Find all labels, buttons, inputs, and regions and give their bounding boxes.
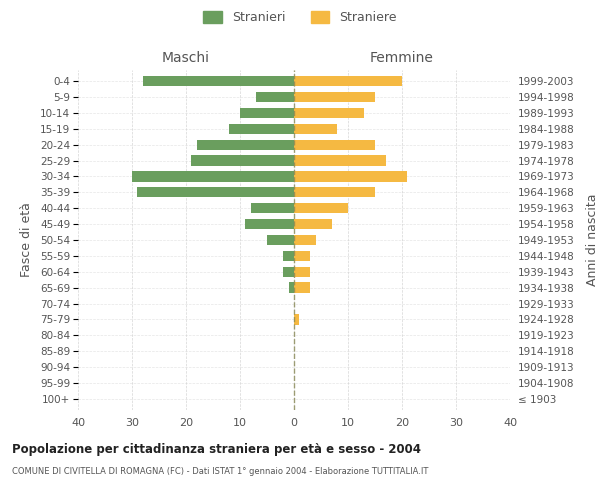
Bar (294, 172, 407, 181)
Text: Maschi: Maschi (162, 51, 210, 65)
Bar (294, 76, 402, 86)
Bar (283, 250, 294, 261)
Bar (229, 124, 294, 134)
Bar (245, 219, 294, 230)
Bar (294, 219, 332, 230)
Bar (294, 92, 375, 102)
Text: COMUNE DI CIVITELLA DI ROMAGNA (FC) - Dati ISTAT 1° gennaio 2004 - Elaborazione : COMUNE DI CIVITELLA DI ROMAGNA (FC) - Da… (12, 468, 428, 476)
Y-axis label: Fasce di età: Fasce di età (20, 202, 33, 278)
Bar (294, 203, 348, 213)
Bar (294, 314, 299, 324)
Bar (294, 108, 364, 118)
Bar (294, 250, 310, 261)
Bar (294, 266, 310, 277)
Bar (294, 140, 375, 150)
Bar (256, 92, 294, 102)
Bar (240, 108, 294, 118)
Bar (132, 172, 294, 181)
Bar (294, 187, 375, 198)
Bar (283, 266, 294, 277)
Bar (294, 235, 316, 245)
Text: Femmine: Femmine (370, 51, 434, 65)
Bar (294, 282, 310, 293)
Bar (294, 124, 337, 134)
Bar (143, 76, 294, 86)
Bar (137, 187, 294, 198)
Bar (197, 140, 294, 150)
Y-axis label: Anni di nascita: Anni di nascita (586, 194, 599, 286)
Bar (191, 156, 294, 166)
Bar (294, 156, 386, 166)
Legend: Stranieri, Straniere: Stranieri, Straniere (203, 11, 397, 24)
Bar (289, 282, 294, 293)
Bar (251, 203, 294, 213)
Text: Popolazione per cittadinanza straniera per età e sesso - 2004: Popolazione per cittadinanza straniera p… (12, 442, 421, 456)
Bar (267, 235, 294, 245)
